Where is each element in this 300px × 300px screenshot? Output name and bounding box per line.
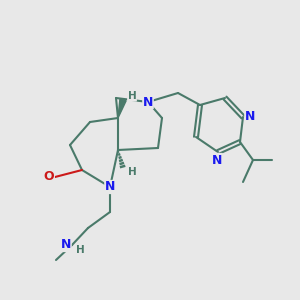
Text: H: H	[76, 245, 84, 255]
Text: N: N	[61, 238, 71, 251]
Text: N: N	[143, 95, 153, 109]
Polygon shape	[118, 99, 126, 118]
Text: O: O	[44, 170, 54, 184]
Text: N: N	[105, 181, 115, 194]
Text: N: N	[245, 110, 255, 124]
Text: N: N	[212, 154, 222, 166]
Text: H: H	[128, 91, 136, 101]
Text: H: H	[128, 167, 136, 177]
